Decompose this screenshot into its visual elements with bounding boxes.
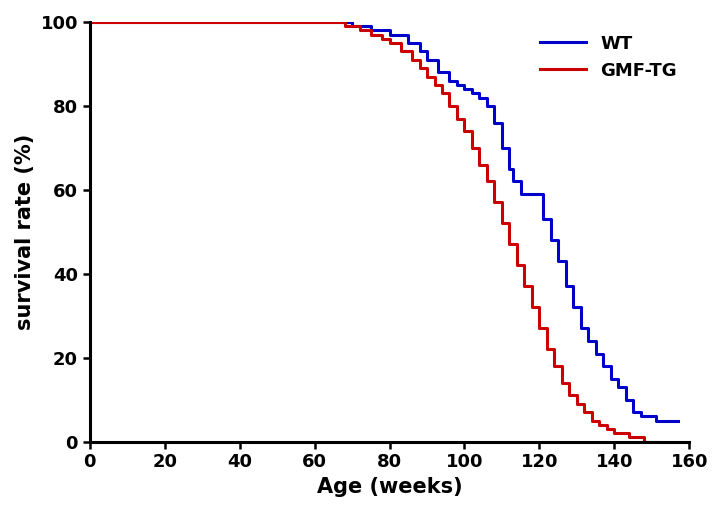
Y-axis label: survival rate (%): survival rate (%) [15, 134, 35, 330]
GMF-TG [602, 426, 611, 432]
WT [554, 258, 562, 264]
WT [415, 48, 424, 54]
WT [497, 145, 506, 151]
WT [651, 418, 660, 424]
GMF-TG [565, 392, 574, 398]
GMF-TG [595, 422, 604, 428]
WT [576, 325, 585, 331]
GMF-TG [542, 346, 551, 352]
GMF-TG [535, 325, 544, 331]
GMF-TG [497, 220, 506, 226]
WT [434, 69, 442, 75]
WT [404, 40, 413, 46]
Legend: WT, GMF-TG: WT, GMF-TG [533, 28, 684, 87]
GMF-TG [580, 409, 589, 415]
GMF-TG [385, 40, 394, 46]
GMF-TG [453, 115, 461, 121]
WT [524, 191, 533, 197]
WT [599, 363, 607, 369]
GMF-TG [408, 57, 416, 63]
GMF-TG [505, 241, 514, 247]
WT [569, 304, 578, 310]
WT [607, 376, 615, 382]
WT [547, 237, 555, 243]
GMF-TG [437, 90, 446, 96]
GMF-TG [367, 32, 375, 38]
GMF-TG [633, 434, 641, 440]
GMF-TG [625, 434, 633, 440]
WT [674, 418, 683, 424]
WT [583, 338, 592, 344]
GMF-TG [475, 162, 484, 168]
GMF-TG [528, 304, 536, 310]
WT [561, 283, 570, 289]
GMF-TG [520, 283, 529, 289]
GMF-TG [468, 145, 476, 151]
GMF-TG [648, 439, 656, 445]
GMF-TG [573, 401, 581, 407]
WT [475, 94, 484, 100]
GMF-TG [377, 36, 386, 42]
WT [329, 19, 338, 25]
GMF-TG [557, 380, 566, 386]
GMF-TG [355, 27, 364, 33]
GMF-TG [655, 439, 664, 445]
GMF-TG [588, 418, 596, 424]
WT [591, 350, 600, 356]
GMF-TG [396, 48, 405, 54]
WT [423, 57, 432, 63]
WT [468, 90, 476, 96]
WT [85, 19, 94, 25]
WT [445, 78, 454, 84]
GMF-TG [415, 65, 424, 71]
GMF-TG [341, 23, 349, 29]
GMF-TG [617, 430, 626, 436]
GMF-TG [85, 19, 94, 25]
WT [636, 413, 645, 419]
WT [516, 191, 525, 197]
GMF-TG [640, 439, 649, 445]
GMF-TG [430, 82, 439, 88]
Line: GMF-TG: GMF-TG [90, 22, 659, 442]
WT [490, 120, 499, 126]
WT [643, 413, 652, 419]
WT [531, 191, 540, 197]
WT [385, 32, 394, 38]
WT [666, 418, 675, 424]
WT [621, 397, 630, 403]
WT [460, 86, 469, 92]
GMF-TG [483, 178, 492, 184]
WT [505, 166, 514, 172]
GMF-TG [610, 430, 619, 436]
Line: WT: WT [90, 22, 678, 421]
GMF-TG [423, 74, 432, 80]
WT [614, 384, 623, 390]
GMF-TG [329, 19, 338, 25]
WT [539, 216, 547, 222]
WT [483, 103, 492, 109]
WT [348, 23, 356, 29]
WT [453, 82, 461, 88]
GMF-TG [550, 363, 559, 369]
GMF-TG [490, 199, 499, 205]
GMF-TG [513, 262, 521, 268]
GMF-TG [460, 128, 469, 134]
WT [367, 27, 375, 33]
GMF-TG [445, 103, 454, 109]
WT [509, 178, 518, 184]
WT [629, 409, 638, 415]
WT [659, 418, 667, 424]
X-axis label: Age (weeks): Age (weeks) [317, 477, 463, 497]
